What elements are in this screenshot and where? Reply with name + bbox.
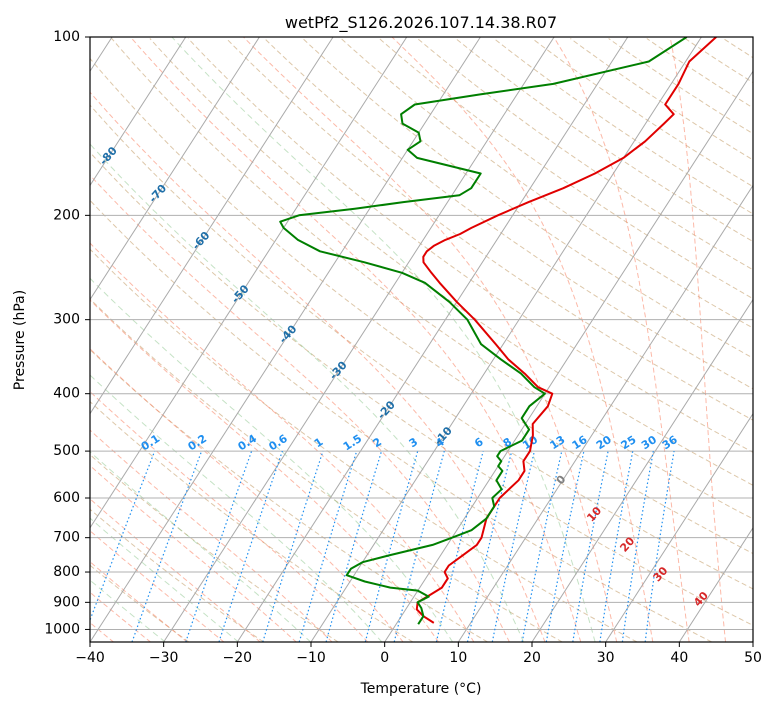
mixing-ratio-line [218,450,283,642]
y-tick-label: 700 [53,530,80,546]
mixing-ratio-line [131,450,203,642]
isotherm-line [310,37,702,642]
mixing-ratio-line [298,450,358,642]
y-tick-label: 300 [53,312,80,328]
x-tick-label: 0 [380,650,389,666]
dry-adiabat-line [90,248,638,642]
moist-adiabat-line [669,37,727,642]
isotherm-line [90,37,187,187]
mixing-ratio-line [621,450,654,642]
isotherm-line [605,412,753,642]
mixing-ratio-line [393,450,445,642]
y-tick-label: 800 [53,564,80,580]
isotherm-line [384,70,753,642]
profile-series [279,37,717,625]
plot-frame [89,36,754,643]
moist-adiabat-line [242,37,618,642]
x-tick-label: −40 [75,650,105,666]
y-tick-label: 500 [53,443,80,459]
x-tick-label: 10 [449,650,467,666]
mixing-ratio-line [491,450,535,642]
x-tick-label: 20 [523,650,541,666]
y-tick-label: 200 [53,207,80,223]
x-tick-label: 40 [670,650,688,666]
moist-adiabat-line [90,242,475,642]
isotherm-line [90,37,408,529]
isotherms [90,37,753,642]
x-axis-label: Temperature (°C) [360,681,482,697]
dry-adiabat-line [226,38,753,421]
y-axis-label: Pressure (hPa) [12,290,28,390]
thetae-reference-line [90,374,383,642]
dry-adiabat-line [531,38,753,188]
chart-title: wetPf2_S126.2026.107.14.38.R07 [285,13,557,33]
dewpoint-profile-line [279,37,688,625]
isotherm-line [163,37,555,642]
moist-adiabat-line [90,348,404,642]
isotherm-line [90,37,334,415]
y-tick-label: 600 [53,490,80,506]
y-tick-label: 1000 [44,621,80,637]
dry-adiabat-line [90,508,264,642]
dry-adiabat-line [378,38,753,300]
mixing-ratio-line [466,450,513,642]
mixing-ratio-line [364,450,419,642]
dry-adiabat-line [417,38,753,271]
isotherm-line [678,526,753,642]
dry-adiabat-line [111,38,753,520]
isotherm-line [236,37,629,642]
isotherm-line [90,37,260,301]
mixing-ratio-line [185,450,253,642]
x-tick-label: 50 [744,650,762,666]
x-tick-label: −10 [296,650,326,666]
dry-adiabat-line [90,298,563,642]
moist-adiabat-line [391,37,654,642]
mixing-ratio-line [644,450,675,642]
dry-adiabat-line [149,38,753,486]
x-tick-label: −20 [223,650,253,666]
axes: −40 −30 −20 −10 0 10 20 30 40 50 100 200 300 400 500 60… [44,29,762,666]
moist-adiabat-line [552,37,690,642]
dry-adiabat-line [90,199,712,642]
moist-adiabat-line [90,299,440,642]
thetae-reference-line [90,143,525,642]
thetae-reference-line [90,451,312,642]
mixing-ratio-line [262,450,324,642]
moist-adiabat-line [90,390,369,642]
x-tick-label: 30 [597,650,615,666]
moist-adiabat-line [90,429,333,642]
mixing-ratio-line [435,450,484,642]
moist-adiabat-line [90,464,297,642]
mixing-ratio-line [325,450,383,642]
y-tick-label: 400 [53,386,80,402]
moist-adiabat-line [90,174,510,642]
thetae-reference-line [171,37,596,642]
isobars [90,37,753,630]
y-tick-label: 900 [53,594,80,610]
x-tick-label: −30 [149,650,179,666]
y-tick-label: 100 [53,29,80,45]
dry-adiabat-line [90,151,753,626]
isotherm-line [531,298,753,642]
isotherm-line [457,184,753,642]
dry-adiabat-line [90,104,753,590]
dry-adiabat-line [493,38,753,215]
isotherm-line [90,37,481,642]
temperature-profile-line [415,37,717,624]
